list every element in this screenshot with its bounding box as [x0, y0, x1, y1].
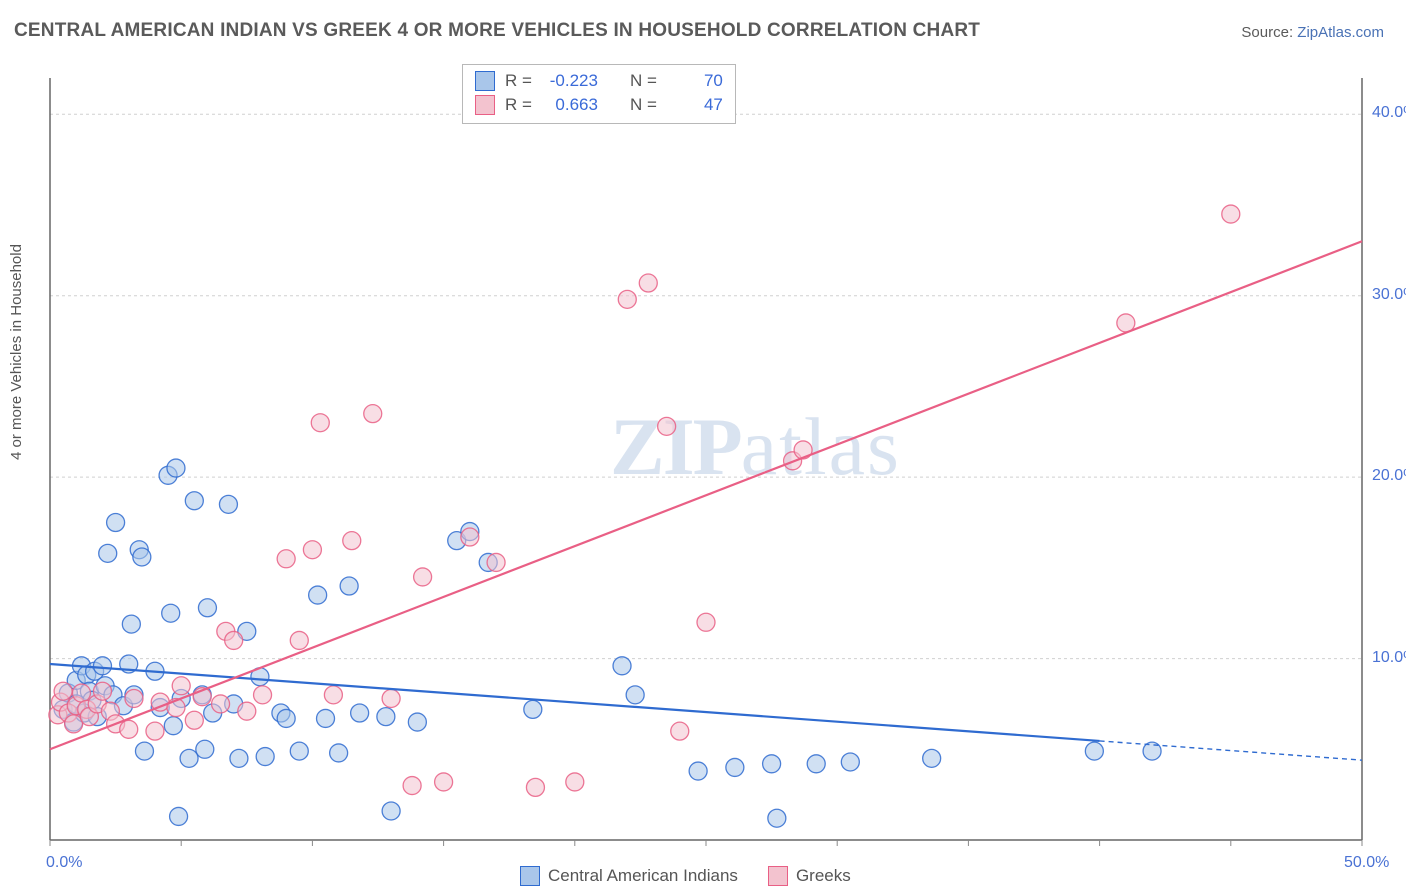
- legend-n-value: 70: [667, 71, 723, 91]
- legend-r-value: 0.663: [542, 95, 598, 115]
- legend-item: Central American Indians: [520, 866, 738, 886]
- source-label: Source:: [1241, 24, 1293, 41]
- scatter-chart: [0, 60, 1406, 892]
- correlation-legend: R = -0.223 N = 70 R = 0.663 N = 47: [462, 64, 736, 124]
- legend-series-label: Greeks: [796, 866, 851, 886]
- legend-series-label: Central American Indians: [548, 866, 738, 886]
- x-tick-label: 50.0%: [1344, 854, 1389, 872]
- legend-row: R = 0.663 N = 47: [475, 93, 723, 117]
- series-legend: Central American Indians Greeks: [520, 866, 851, 886]
- source-link[interactable]: ZipAtlas.com: [1297, 24, 1384, 41]
- legend-swatch: [768, 866, 788, 886]
- x-tick-label: 0.0%: [46, 854, 82, 872]
- legend-row: R = -0.223 N = 70: [475, 69, 723, 93]
- legend-item: Greeks: [768, 866, 851, 886]
- legend-swatch: [475, 95, 495, 115]
- y-tick-label: 40.0%: [1372, 104, 1406, 122]
- source-attribution: Source: ZipAtlas.com: [1241, 24, 1384, 41]
- y-tick-label: 30.0%: [1372, 286, 1406, 304]
- y-tick-label: 20.0%: [1372, 467, 1406, 485]
- legend-n-value: 47: [667, 95, 723, 115]
- legend-swatch: [520, 866, 540, 886]
- legend-swatch: [475, 71, 495, 91]
- y-tick-label: 10.0%: [1372, 649, 1406, 667]
- legend-n-label: N =: [630, 95, 657, 115]
- chart-title: CENTRAL AMERICAN INDIAN VS GREEK 4 OR MO…: [14, 20, 980, 42]
- legend-n-label: N =: [630, 71, 657, 91]
- legend-r-label: R =: [505, 95, 532, 115]
- legend-r-label: R =: [505, 71, 532, 91]
- legend-r-value: -0.223: [542, 71, 598, 91]
